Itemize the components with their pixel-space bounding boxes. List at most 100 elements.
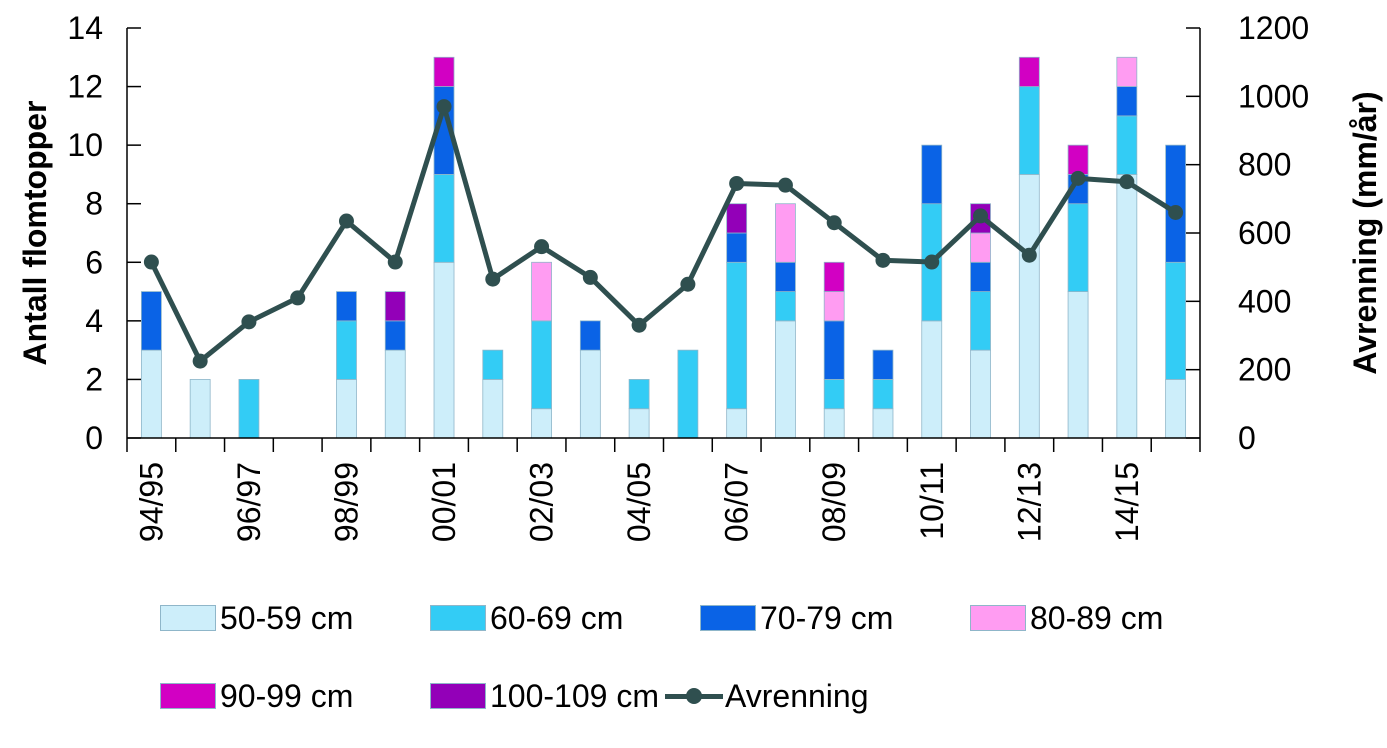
bar-80-89-cm-08-09 bbox=[823, 291, 845, 322]
bar-50-59-cm-99-00 bbox=[384, 349, 406, 439]
bar-60-69-cm-15-16 bbox=[1165, 261, 1187, 380]
x-tick-label-94-95: 94/95 bbox=[133, 462, 169, 542]
x-tick-label-04-05: 04/05 bbox=[621, 462, 657, 542]
x-tick-label-06-07: 06/07 bbox=[719, 462, 755, 542]
point-avrenning-05-06 bbox=[680, 276, 696, 292]
bar-50-59-cm-00-01 bbox=[433, 261, 455, 439]
x-tick-label-10-11: 10/11 bbox=[914, 462, 950, 540]
legend-row-2: 90-99 cm 100-109 cm Avrenning bbox=[160, 670, 1380, 722]
bar-70-79-cm-08-09 bbox=[823, 320, 845, 380]
bar-60-69-cm-98-99 bbox=[336, 320, 357, 380]
bar-70-79-cm-07-08 bbox=[775, 261, 796, 292]
y-tick-label-left-8: 8 bbox=[85, 186, 103, 222]
y-tick-label-right-600: 600 bbox=[1238, 215, 1291, 251]
legend-swatch-70-79 bbox=[700, 605, 756, 631]
bar-70-79-cm-03-04 bbox=[579, 320, 601, 351]
bar-80-89-cm-11-12 bbox=[970, 232, 991, 263]
point-avrenning-03-04 bbox=[582, 269, 598, 285]
point-avrenning-98-99 bbox=[338, 213, 354, 229]
y-tick-label-left-12: 12 bbox=[67, 69, 103, 105]
point-avrenning-06-07 bbox=[729, 175, 745, 191]
bar-70-79-cm-94-95 bbox=[140, 291, 162, 351]
point-avrenning-12-13 bbox=[1021, 247, 1037, 263]
point-avrenning-15-16 bbox=[1168, 205, 1184, 220]
x-tick-label-12-13: 12/13 bbox=[1011, 462, 1047, 542]
bar-90-99-cm-12-13 bbox=[1018, 56, 1040, 87]
x-tick-label-08-09: 08/09 bbox=[816, 462, 852, 542]
point-avrenning-08-09 bbox=[826, 215, 842, 231]
bar-50-59-cm-09-10 bbox=[872, 408, 894, 439]
legend-swatch-100-109 bbox=[430, 683, 486, 709]
bar-60-69-cm-07-08 bbox=[775, 291, 796, 322]
bar-70-79-cm-14-15 bbox=[1116, 86, 1138, 117]
bar-50-59-cm-02-03 bbox=[531, 408, 552, 439]
bar-50-59-cm-98-99 bbox=[336, 379, 357, 439]
chart: 0 2 4 6 8 10 12 14 0 200 400 600 800 1000 1200 94/95 96/… bbox=[17, 10, 1383, 542]
legend-swatch-avrenning bbox=[664, 683, 723, 709]
bar-90-99-cm-00-01 bbox=[433, 56, 455, 87]
y-tick-label-left-14: 14 bbox=[67, 10, 103, 46]
legend-label-50-59: 50-59 cm bbox=[220, 599, 354, 636]
bar-60-69-cm-11-12 bbox=[970, 291, 991, 351]
y-tick-label-right-1200: 1200 bbox=[1238, 10, 1309, 46]
point-avrenning-01-02 bbox=[485, 271, 501, 287]
x-tick-label-00-01: 00/01 bbox=[426, 462, 462, 542]
bar-60-69-cm-08-09 bbox=[823, 379, 845, 410]
bar-60-69-cm-02-03 bbox=[531, 320, 552, 410]
bar-70-79-cm-09-10 bbox=[872, 349, 894, 380]
point-avrenning-04-05 bbox=[631, 317, 647, 333]
legend-swatch-80-89 bbox=[970, 605, 1026, 631]
bar-80-89-cm-02-03 bbox=[531, 261, 552, 322]
legend-label-80-89: 80-89 cm bbox=[1030, 599, 1164, 636]
bar-50-59-cm-12-13 bbox=[1018, 174, 1040, 439]
point-avrenning-97-98 bbox=[290, 290, 306, 306]
legend-item-50-59: 50-59 cm bbox=[160, 600, 430, 637]
legend-label-70-79: 70-79 cm bbox=[760, 599, 894, 636]
bar-70-79-cm-06-07 bbox=[726, 232, 748, 263]
legend-item-80-89: 80-89 cm bbox=[970, 600, 1163, 637]
point-avrenning-11-12 bbox=[973, 208, 989, 224]
bar-80-89-cm-14-15 bbox=[1116, 56, 1138, 87]
legend-label-60-69: 60-69 cm bbox=[490, 599, 624, 636]
bar-50-59-cm-06-07 bbox=[726, 408, 748, 439]
bar-60-69-cm-09-10 bbox=[872, 379, 894, 410]
y-axis-title-right: Avrenning (mm/år) bbox=[1347, 91, 1383, 374]
bar-50-59-cm-11-12 bbox=[970, 349, 991, 439]
y-tick-label-right-400: 400 bbox=[1238, 283, 1291, 319]
bar-70-79-cm-10-11 bbox=[921, 144, 943, 205]
legend-label-90-99: 90-99 cm bbox=[220, 677, 354, 714]
bar-90-99-cm-13-14 bbox=[1067, 144, 1089, 175]
bar-70-79-cm-99-00 bbox=[384, 320, 406, 351]
bar-60-69-cm-01-02 bbox=[482, 349, 504, 380]
y-tick-label-right-0: 0 bbox=[1238, 420, 1256, 456]
point-avrenning-09-10 bbox=[875, 252, 891, 268]
y-tick-label-right-800: 800 bbox=[1238, 147, 1291, 183]
bar-60-69-cm-00-01 bbox=[433, 174, 455, 263]
bar-50-59-cm-95-96 bbox=[189, 379, 211, 439]
bar-50-59-cm-14-15 bbox=[1116, 174, 1138, 439]
bar-60-69-cm-05-06 bbox=[677, 349, 699, 439]
bar-70-79-cm-11-12 bbox=[970, 261, 991, 292]
y-axis-title-left: Antall flomtopper bbox=[17, 101, 53, 366]
legend-item-90-99: 90-99 cm bbox=[160, 678, 430, 715]
y-tick-label-left-6: 6 bbox=[85, 244, 103, 280]
bar-60-69-cm-14-15 bbox=[1116, 115, 1138, 175]
point-avrenning-94-95 bbox=[143, 254, 159, 270]
legend: 50-59 cm 60-69 cm 70-79 cm 80-89 cm 90-9… bbox=[160, 592, 1380, 748]
bar-70-79-cm-15-16 bbox=[1165, 144, 1187, 263]
y-tick-label-right-1000: 1000 bbox=[1238, 78, 1309, 114]
bar-50-59-cm-15-16 bbox=[1165, 379, 1187, 439]
bar-70-79-cm-98-99 bbox=[336, 291, 357, 322]
x-tick-label-02-03: 02/03 bbox=[524, 462, 560, 542]
legend-item-avrenning: Avrenning bbox=[664, 677, 869, 715]
bar-60-69-cm-12-13 bbox=[1018, 86, 1040, 175]
point-avrenning-96-97 bbox=[241, 314, 257, 330]
legend-label-100-109: 100-109 cm bbox=[490, 677, 659, 714]
legend-label-avrenning: Avrenning bbox=[724, 677, 869, 714]
point-avrenning-95-96 bbox=[192, 353, 208, 369]
y-tick-label-left-2: 2 bbox=[85, 361, 103, 397]
bar-60-69-cm-04-05 bbox=[628, 379, 650, 410]
y-tick-label-left-0: 0 bbox=[85, 420, 103, 456]
line-avrenning bbox=[149, 104, 1177, 364]
point-avrenning-10-11 bbox=[924, 254, 940, 270]
